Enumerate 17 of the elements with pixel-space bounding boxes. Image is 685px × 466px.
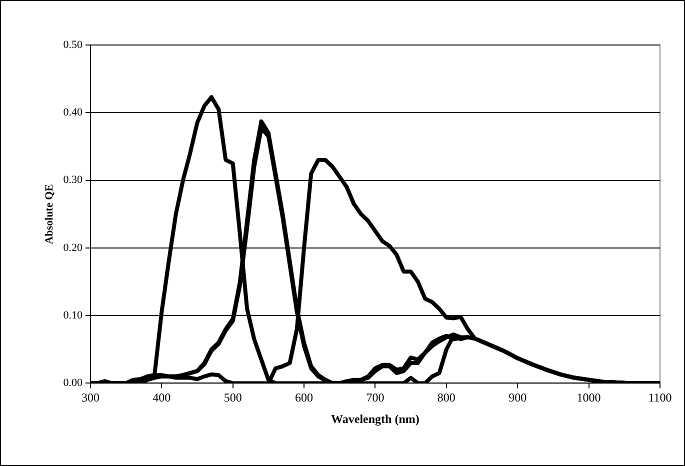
x-tick-label: 800 xyxy=(437,390,456,405)
y-tick-label: 0.50 xyxy=(63,38,83,51)
x-tick-label: 1000 xyxy=(576,390,601,405)
y-axis-title: Absolute QE xyxy=(43,184,56,244)
x-tick-label: 1100 xyxy=(648,390,672,405)
y-tick-label: 0.00 xyxy=(63,377,83,390)
x-tick-label: 700 xyxy=(366,390,384,405)
y-tick-label: 0.30 xyxy=(63,174,83,186)
x-tick-label: 500 xyxy=(224,390,242,405)
x-tick-label: 400 xyxy=(152,390,171,405)
x-tick-label: 900 xyxy=(508,390,527,405)
x-tick-label: 600 xyxy=(295,390,314,405)
x-tick-label: 300 xyxy=(81,390,100,405)
y-tick-label: 0.10 xyxy=(63,309,83,322)
y-tick-label: 0.20 xyxy=(63,242,83,254)
y-tick-label: 0.40 xyxy=(63,106,83,119)
x-axis-title: Wavelength (nm) xyxy=(331,412,420,426)
